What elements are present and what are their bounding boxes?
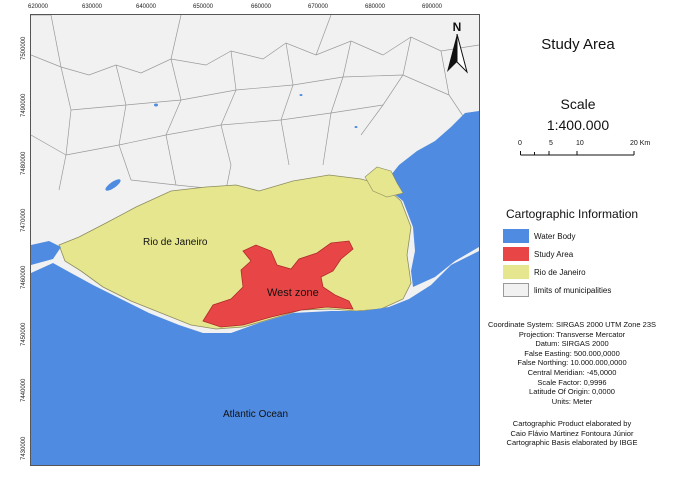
x-tick-label: 620000 <box>27 4 49 10</box>
y-tick-label: 7440000 <box>21 378 27 402</box>
legend-item-study-area: Study Area <box>503 246 611 262</box>
scale-tick-label: 5 <box>549 140 553 147</box>
scale-tick-label: 0 <box>518 140 522 147</box>
sepetiba-bay-water <box>31 241 61 265</box>
x-tick-label: 640000 <box>135 4 157 10</box>
y-tick-label: 7460000 <box>21 265 27 289</box>
legend-label: limits of municipalities <box>534 285 612 295</box>
scale-ratio: 1:400.000 <box>546 117 610 133</box>
credit-line: Cartographic Product elaborated by <box>512 419 632 428</box>
x-tick-label: 670000 <box>307 4 329 10</box>
north-arrow-graphic <box>447 34 468 74</box>
lake <box>299 94 303 96</box>
lake <box>154 103 158 107</box>
legend-title: Cartographic Information <box>506 207 639 221</box>
legend-label: Study Area <box>534 249 574 259</box>
info-line: Projection: Transverse Mercator <box>518 329 626 339</box>
info-line: Datum: SIRGAS 2000 <box>535 339 609 349</box>
x-tick-label: 650000 <box>192 4 214 10</box>
x-tick-label: 680000 <box>364 4 386 10</box>
info-line: Latitude Of Origin: 0,0000 <box>529 387 615 397</box>
legend-swatch <box>503 247 529 261</box>
lake <box>105 179 121 191</box>
legend: Water Body Study Area Rio de Janeiro lim… <box>503 228 611 300</box>
legend-item-water-body: Water Body <box>503 228 611 244</box>
municipality-boundaries <box>31 15 479 191</box>
legend-swatch <box>503 283 529 297</box>
atlantic-ocean-water <box>31 251 479 465</box>
map-label-rio: Rio de Janeiro <box>143 237 208 248</box>
lake <box>354 126 358 128</box>
legend-item-rio-de-janeiro: Rio de Janeiro <box>503 264 611 280</box>
y-tick-label: 7430000 <box>21 436 27 460</box>
map-label-west-zone: West zone <box>267 287 319 299</box>
info-line: Scale Factor: 0,9996 <box>537 377 607 387</box>
legend-label: Water Body <box>534 231 576 241</box>
map-graphic <box>31 15 479 465</box>
legend-label: Rio de Janeiro <box>534 267 586 277</box>
y-tick-label: 7470000 <box>21 208 27 232</box>
north-arrow-icon: N <box>445 20 469 76</box>
island-land <box>364 166 404 198</box>
coordinate-info: Coordinate System: SIRGAS 2000 UTM Zone … <box>484 320 660 406</box>
info-line: False Easting: 500.000,0000 <box>524 348 620 358</box>
legend-swatch <box>503 229 529 243</box>
info-line: False Northing: 10.000.000,0000 <box>517 358 627 368</box>
legend-item-municipality-limits: limits of municipalities <box>503 282 611 298</box>
x-tick-label: 690000 <box>421 4 443 10</box>
guanabara-bay-water <box>383 111 479 287</box>
credit-line: Cartographic Basis elaborated by IBGE <box>506 438 638 448</box>
y-tick-label: 7480000 <box>21 151 27 175</box>
scale-tick-label: 20 Km <box>630 140 651 147</box>
y-tick-label: 7490000 <box>21 93 27 117</box>
scale-bar: 0 5 10 20 Km <box>518 140 660 160</box>
north-label: N <box>452 20 462 34</box>
credits: Cartographic Product elaborated by Caio … <box>484 419 660 448</box>
y-tick-label: 7450000 <box>21 322 27 346</box>
study-area-west-zone <box>202 240 354 328</box>
info-line: Central Meridian: -45,0000 <box>527 367 617 377</box>
credit-line: Caio Flávio Martinez Fontoura Júnior <box>510 428 634 438</box>
map-label-atlantic: Atlantic Ocean <box>223 409 289 420</box>
y-tick-label: 7500000 <box>21 36 27 60</box>
x-tick-label: 660000 <box>250 4 272 10</box>
scale-bar-graphic <box>520 151 635 156</box>
scale-title: Scale <box>560 96 596 112</box>
info-line: Units: Meter <box>551 396 593 406</box>
x-tick-label: 630000 <box>81 4 103 10</box>
info-line: Coordinate System: SIRGAS 2000 UTM Zone … <box>488 320 656 329</box>
page-title: Study Area <box>541 36 615 53</box>
scale-tick-label: 10 <box>576 140 584 147</box>
map-canvas: Rio de Janeiro West zone Atlantic Ocean <box>30 14 480 466</box>
legend-swatch <box>503 265 529 279</box>
